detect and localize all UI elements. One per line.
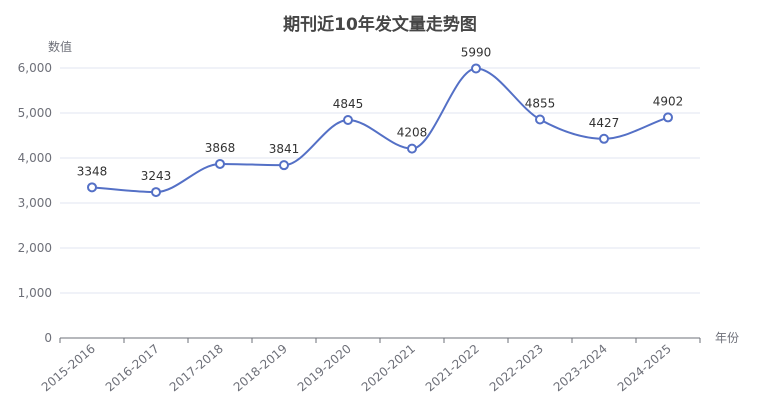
y-axis-label: 数值 <box>48 39 72 54</box>
data-point <box>471 63 481 74</box>
x-tick-label: 2016-2017 <box>103 342 162 395</box>
data-label: 3243 <box>141 169 172 183</box>
data-label: 4427 <box>589 116 620 130</box>
x-tick-label: 2023-2024 <box>551 342 610 395</box>
data-point <box>215 158 225 169</box>
series-line <box>87 63 673 198</box>
data-point <box>87 182 97 193</box>
data-point <box>343 114 353 125</box>
data-label: 4845 <box>333 97 364 111</box>
grid-lines <box>60 67 700 294</box>
x-tick-label: 2024-2025 <box>615 342 674 395</box>
y-tick-label: 3,000 <box>18 196 52 210</box>
y-tick-label: 2,000 <box>18 241 52 255</box>
axes: 0 1,000 2,000 3,000 4,000 5,000 6,000 2015-2016… <box>18 61 701 395</box>
data-label: 4855 <box>525 97 556 111</box>
data-point <box>279 160 289 171</box>
data-label: 4208 <box>397 126 428 140</box>
x-tick-label: 2017-2018 <box>167 342 226 395</box>
x-tick-label: 2019-2020 <box>295 342 354 395</box>
y-tick-label: 5,000 <box>18 106 52 120</box>
data-point <box>151 187 161 198</box>
data-label: 5990 <box>461 45 492 59</box>
data-point <box>599 133 609 144</box>
y-tick-label: 1,000 <box>18 286 52 300</box>
y-tick-label: 4,000 <box>18 151 52 165</box>
series-path <box>91 67 669 194</box>
data-point <box>663 112 673 123</box>
data-point <box>407 143 417 154</box>
data-label: 3841 <box>269 142 300 156</box>
x-tick-label: 2018-2019 <box>231 342 290 395</box>
x-tick-label: 2021-2022 <box>423 342 482 395</box>
x-tick-label: 2020-2021 <box>359 342 418 395</box>
y-tick-label: 0 <box>44 331 52 345</box>
data-labels: 3348 3243 3868 3841 4845 4208 5990 4855 4427 4902 <box>77 45 684 183</box>
y-tick-label: 6,000 <box>18 61 52 75</box>
data-label: 3348 <box>77 164 108 178</box>
x-tick-label: 2022-2023 <box>487 342 546 395</box>
chart-title: 期刊近10年发文量走势图 <box>283 15 477 35</box>
data-label: 3868 <box>205 141 236 155</box>
data-point <box>535 114 545 125</box>
data-label: 4902 <box>653 94 684 108</box>
x-axis-label: 年份 <box>715 331 739 345</box>
x-tick-label: 2015-2016 <box>39 342 98 395</box>
